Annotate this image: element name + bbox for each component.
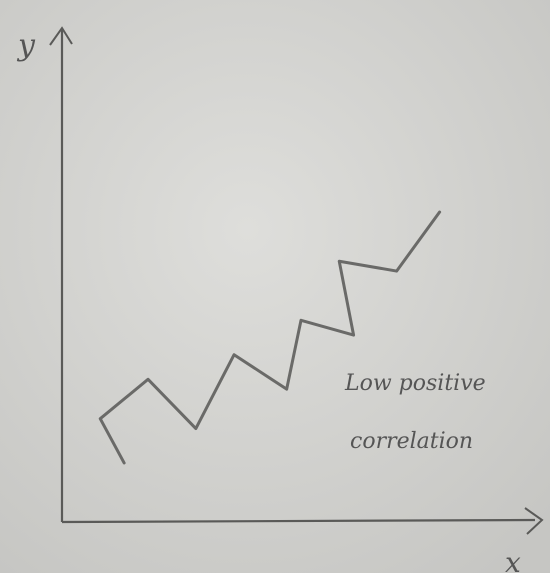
chart: y x Low positivecorrelation [0,0,550,573]
x-axis-label: x [505,546,521,573]
paper [0,0,550,573]
y-axis-label: y [16,28,36,63]
